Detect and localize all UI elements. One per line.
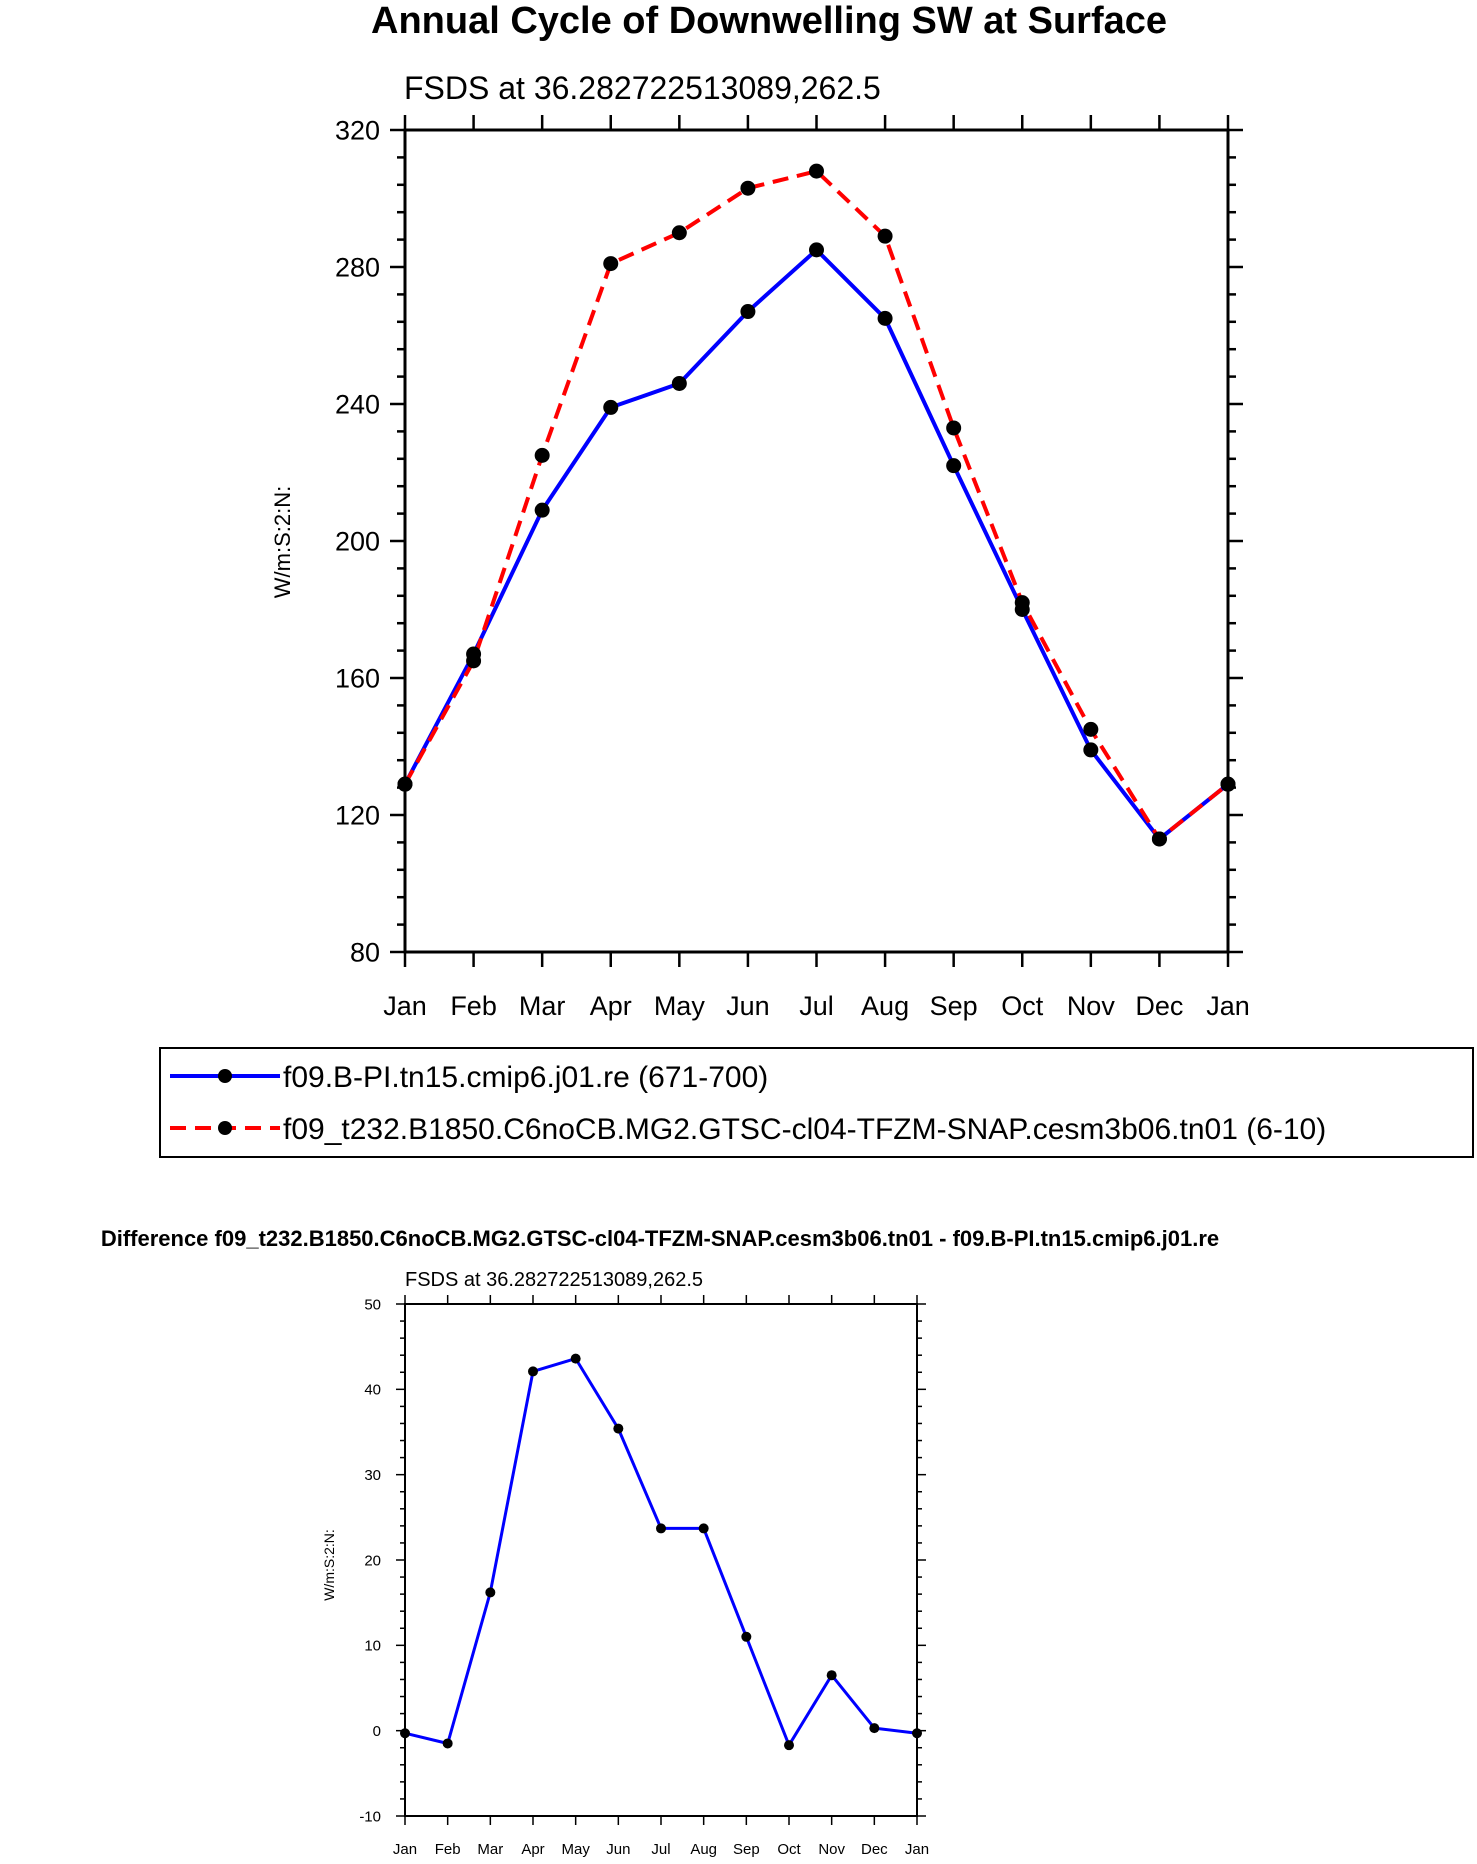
y-tick-label: -10	[359, 1808, 381, 1825]
data-point-s2-9	[1014, 595, 1030, 611]
data-point-s2-2	[534, 447, 550, 463]
chart1-axes: 80 120 160 200 240 280 320 Jan Feb Mar Apr May Jun Ju…	[335, 115, 1250, 1021]
x-tick-label: Aug	[861, 991, 909, 1021]
y-tick-label: 40	[364, 1382, 381, 1399]
data-point-s2-3	[603, 256, 619, 272]
data-point-s1-10	[1083, 742, 1099, 758]
y-tick-label: 160	[335, 664, 380, 694]
figure-title: Annual Cycle of Downwelling SW at Surfac…	[371, 0, 1167, 42]
data-point-s2-6	[809, 163, 824, 179]
data-point-s2-5	[740, 180, 756, 196]
data-point-s1-9	[784, 1740, 794, 1751]
y-tick-label: 80	[350, 938, 380, 968]
data-point-s2-1	[466, 653, 482, 669]
data-point-s2-7	[877, 228, 893, 244]
x-tick-label: Sep	[930, 991, 978, 1021]
x-tick-label: Oct	[777, 1841, 801, 1858]
data-point-s1-7	[698, 1523, 709, 1534]
data-point-s1-8	[741, 1631, 752, 1642]
chart1-frame	[403, 128, 1230, 954]
chart2-subtitle: FSDS at 36.282722513089,262.5	[405, 1269, 703, 1291]
legend-box	[159, 1047, 1474, 1158]
legend-label-case1: f09.B-PI.tn15.cmip6.j01.re (671-700)	[283, 1061, 768, 1094]
x-tick-label: Apr	[521, 1841, 544, 1858]
x-tick-label: Jul	[799, 991, 834, 1021]
data-point-s1-2	[485, 1587, 496, 1598]
data-point-s1-3	[528, 1366, 538, 1377]
x-tick-label: Jun	[606, 1841, 630, 1858]
x-tick-label: Dec	[1135, 991, 1183, 1021]
legend-marker-case1	[218, 1069, 232, 1083]
series-line-2	[403, 169, 1230, 841]
chart2-frame	[404, 1303, 918, 1817]
y-tick-label: 10	[364, 1638, 381, 1655]
legend-marker-case2	[218, 1121, 232, 1135]
data-point-s2-10	[1083, 721, 1099, 737]
x-tick-label: Nov	[1067, 991, 1116, 1021]
x-tick-label: Jan	[383, 991, 427, 1021]
chart2-title: Difference f09_t232.B1850.C6noCB.MG2.GTS…	[101, 1226, 1219, 1251]
x-tick-label: Dec	[861, 1841, 888, 1858]
x-tick-label: May	[654, 991, 706, 1021]
y-tick-label: 0	[373, 1723, 381, 1740]
y-tick-label: 280	[335, 253, 380, 283]
data-point-s1-2	[534, 502, 550, 518]
x-tick-label: Mar	[519, 991, 566, 1021]
data-point-s2-11	[1151, 831, 1167, 847]
x-tick-label: Feb	[450, 991, 497, 1021]
data-point-s1-3	[603, 399, 619, 415]
data-point-s1-8	[946, 458, 962, 474]
chart1-ylabel: W/m:S:2:N:	[270, 486, 295, 598]
y-tick-label: 320	[335, 116, 380, 146]
x-tick-label: Jan	[905, 1841, 929, 1858]
y-tick-label: 240	[335, 390, 380, 420]
y-tick-label: 200	[335, 527, 380, 557]
chart2-plot-area	[400, 1353, 922, 1751]
data-point-s2-4	[671, 225, 687, 241]
x-tick-label: Nov	[818, 1841, 845, 1858]
legend: f09.B-PI.tn15.cmip6.j01.re (671-700) f09…	[159, 1047, 1474, 1158]
x-tick-label: Jul	[651, 1841, 670, 1858]
data-point-s1-6	[809, 242, 824, 258]
data-point-s1-4	[671, 375, 687, 391]
x-tick-label: Aug	[690, 1841, 717, 1858]
x-tick-label: Sep	[733, 1841, 760, 1858]
data-point-s1-11	[869, 1723, 880, 1734]
x-tick-label: Apr	[590, 991, 632, 1021]
data-point-s1-5	[740, 304, 756, 320]
y-tick-label: 30	[364, 1467, 381, 1484]
data-point-s2-8	[946, 420, 962, 436]
x-tick-label: Feb	[435, 1841, 461, 1858]
chart1-plot-area	[397, 163, 1236, 847]
y-tick-label: 120	[335, 801, 380, 831]
x-tick-label: May	[561, 1841, 590, 1858]
series-line-1	[404, 1357, 918, 1747]
data-point-s1-5	[613, 1423, 624, 1434]
y-tick-label: 50	[364, 1296, 381, 1313]
data-point-s1-1	[442, 1738, 453, 1749]
data-point-s1-4	[570, 1353, 581, 1364]
chart2-axes: -10 0 10 20 30 40 50 Jan Feb Mar Apr May Jun Jul Aug Se…	[359, 1295, 929, 1858]
y-tick-label: 20	[364, 1552, 381, 1569]
chart1-subtitle: FSDS at 36.282722513089,262.5	[404, 70, 881, 106]
x-tick-label: Oct	[1001, 991, 1044, 1021]
x-tick-label: Jun	[726, 991, 770, 1021]
data-point-s1-10	[826, 1670, 837, 1681]
data-point-s1-7	[877, 310, 893, 326]
x-tick-label: Jan	[1206, 991, 1250, 1021]
legend-label-case2: f09_t232.B1850.C6noCB.MG2.GTSC-cl04-TFZM…	[283, 1113, 1326, 1146]
x-tick-label: Mar	[477, 1841, 503, 1858]
chart2-ylabel: W/m:S:2:N:	[321, 1529, 337, 1601]
data-point-s1-6	[656, 1523, 666, 1534]
x-tick-label: Jan	[393, 1841, 417, 1858]
